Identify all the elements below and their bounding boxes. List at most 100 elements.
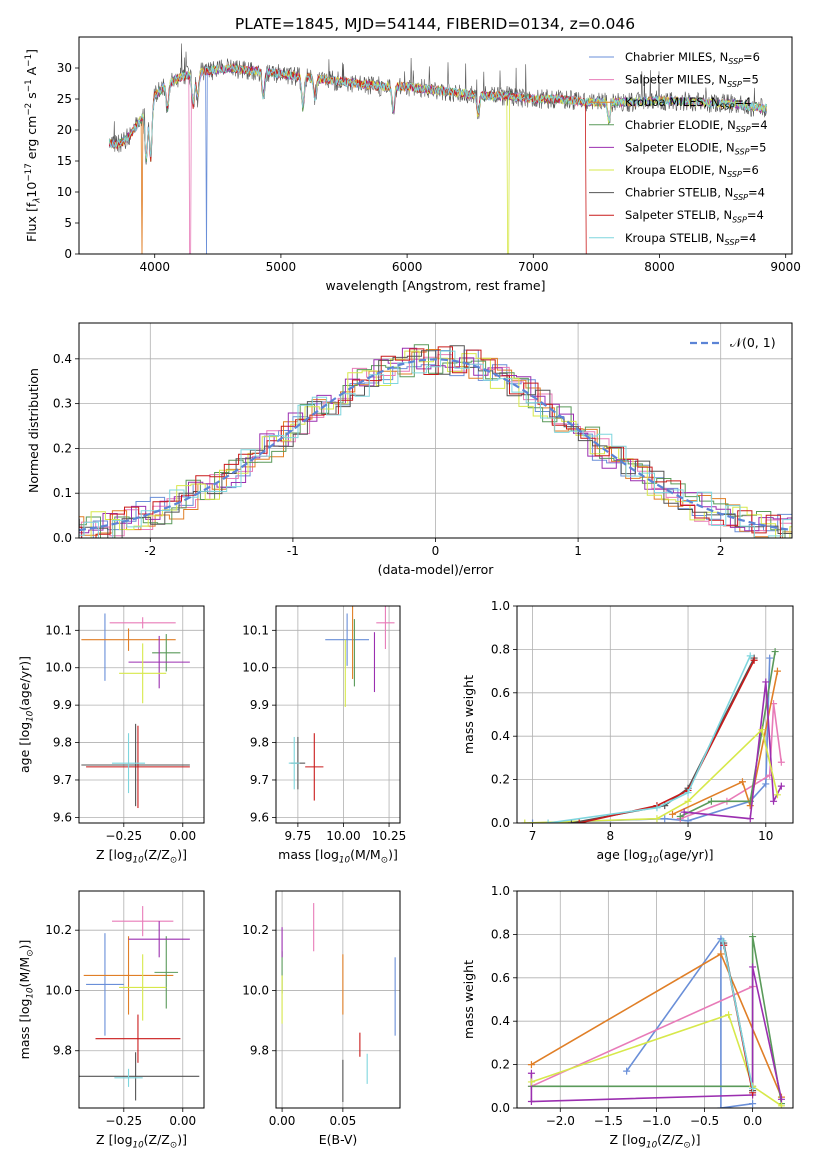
error-bar-point <box>109 617 176 629</box>
mass-weight-marker <box>746 652 754 660</box>
legend-label: Salpeter ELODIE, NSSP​=5 <box>625 140 766 156</box>
y-tick-label: 9.8 <box>53 1044 72 1058</box>
y-tick-label: 9.8 <box>250 1044 269 1058</box>
x-tick-label: 8000 <box>644 260 675 274</box>
y-tick-label: 10.0 <box>45 661 72 675</box>
mass-weight-marker <box>758 726 766 734</box>
axes-age_vs_mass: 9.75 10.00 10.25 9.6 9.7 9.8 9.9 10.0 10.1 mass [… <box>242 605 406 866</box>
x-axis-label: Z [log10​(Z/Z⊙​)] <box>610 1132 701 1151</box>
spectrum-line <box>108 64 767 159</box>
mass-weight-marker <box>653 804 661 812</box>
x-tick-label: 7000 <box>518 260 549 274</box>
axes-residuals: -2 -1 0 1 2 0.0 0.1 0.2 0.3 0.4 (data-model)/error… <box>26 322 793 577</box>
x-tick-label: -2 <box>144 544 156 558</box>
axes-spectrum: 4000 5000 6000 7000 8000 9000 0 5 10 15 20 25 30 wave… <box>24 36 801 293</box>
mass-weight-marker <box>529 819 537 823</box>
y-tick-label: 9.7 <box>53 773 72 787</box>
error-bar-point <box>112 733 146 794</box>
histogram-step <box>79 345 792 538</box>
error-bar-point <box>86 725 190 809</box>
mass-weight-marker <box>749 1100 757 1108</box>
y-tick-label: 30 <box>57 61 72 75</box>
x-tick-label: 10.00 <box>326 829 360 843</box>
axes-frame <box>78 36 793 255</box>
y-tick-label: 0.6 <box>491 686 510 700</box>
x-tick-label: −0.25 <box>105 829 142 843</box>
error-bar-point <box>376 606 395 650</box>
mass-weight-marker <box>684 789 692 797</box>
axes-mass_vs_Z: −0.25 0.00 9.8 10.0 10.2 Z [log10​(Z/Z⊙​)] mas… <box>17 890 205 1151</box>
legend-label: Salpeter MILES, NSSP​=5 <box>625 73 759 89</box>
x-tick-label: 7 <box>529 829 537 843</box>
mass-weight-marker <box>567 819 575 823</box>
y-tick-label: 10.1 <box>242 623 269 637</box>
mass-weight-marker <box>623 1067 631 1075</box>
error-bar-point <box>95 1014 181 1063</box>
legend-label: Kroupa MILES, NSSP​=4 <box>625 95 751 111</box>
y-tick-label: 10.2 <box>45 923 72 937</box>
mass-weight-marker <box>771 648 779 656</box>
y-tick-label: 0.0 <box>491 1101 510 1115</box>
mass-weight-marker <box>527 1061 535 1069</box>
x-axis-label: (data-model)/error <box>378 562 495 577</box>
y-tick-label: 0.4 <box>491 1014 510 1028</box>
y-axis-label: Flux [fλ​10−17​ erg cm−2​ s−1​ A−1​] <box>24 49 43 242</box>
error-bar-point <box>128 921 190 958</box>
histogram-step <box>79 354 792 538</box>
x-tick-label: 9.75 <box>285 829 312 843</box>
mass-weight-marker <box>521 819 529 823</box>
plot-area-massweight_vs_age <box>521 648 785 823</box>
mass-weight-marker <box>749 1084 757 1092</box>
mass-weight-marker <box>738 778 746 786</box>
y-tick-label: 0.1 <box>53 486 72 500</box>
mass-weight-marker <box>746 815 754 823</box>
legend-label: Chabrier STELIB, NSSP​=4 <box>625 186 765 202</box>
y-tick-label: 0.8 <box>491 927 510 941</box>
x-tick-label: 9000 <box>770 260 801 274</box>
legend-label: Kroupa ELODIE, NSSP​=6 <box>625 163 759 179</box>
axes-frame <box>516 605 794 824</box>
y-tick-label: 9.9 <box>250 698 269 712</box>
axes-massweight_vs_Z: −2.0 −1.5 −1.0 −0.5 0.0 0.0 0.2 0.4 0.6 0.8 1.0 Z [… <box>461 884 794 1151</box>
mass-weight-marker <box>707 797 715 805</box>
mass-weight-marker <box>668 810 676 818</box>
mass-weight-marker <box>719 937 727 945</box>
mass-weight-line <box>579 659 755 823</box>
plot-area-massweight_vs_Z <box>527 933 785 1108</box>
error-bar-point <box>152 634 181 672</box>
x-tick-label: -1 <box>287 544 299 558</box>
histogram-step <box>79 350 792 538</box>
x-axis-label: E(B-V) <box>319 1132 358 1147</box>
y-tick-label: 15 <box>57 154 72 168</box>
mass-weight-marker <box>777 782 785 790</box>
y-tick-label: 25 <box>57 92 72 106</box>
y-tick-label: 10.0 <box>45 983 72 997</box>
x-tick-label: 5000 <box>266 260 297 274</box>
axes-massweight_vs_age: 7 8 9 10 0.0 0.2 0.4 0.6 0.8 1.0 age [log10​(age/y… <box>461 599 794 866</box>
error-bar-point <box>83 936 174 1015</box>
mass-weight-marker <box>575 819 583 823</box>
error-bar-point <box>288 736 300 790</box>
axes-frame <box>78 605 205 824</box>
axes-mass_vs_EBV: 0.00 0.05 9.8 10.0 10.2 E(B-V) <box>242 890 401 1147</box>
histogram-step <box>79 349 792 538</box>
y-tick-label: 0.2 <box>491 773 510 787</box>
plots-layer: 4000 5000 6000 7000 8000 9000051015202530wave… <box>17 36 801 1151</box>
error-bar-point <box>305 733 324 801</box>
y-tick-label: 0.8 <box>491 642 510 656</box>
y-axis-label: mass weight <box>461 960 476 1039</box>
y-tick-label: 0.2 <box>491 1058 510 1072</box>
y-tick-label: 0 <box>64 247 72 261</box>
mass-weight-line <box>547 655 751 823</box>
x-tick-label: 10 <box>758 829 773 843</box>
error-bar-point <box>86 933 124 1036</box>
x-tick-label: 1 <box>574 544 582 558</box>
x-axis-label: age [log10​(age/yr)] <box>596 847 713 866</box>
y-tick-label: 0.4 <box>491 729 510 743</box>
y-tick-label: 9.7 <box>250 773 269 787</box>
mass-weight-marker <box>680 808 688 816</box>
mass-weight-marker <box>773 667 781 675</box>
x-axis-label: Z [log10​(Z/Z⊙​)] <box>96 847 187 866</box>
y-tick-label: 5 <box>64 216 72 230</box>
x-tick-label: 4000 <box>139 260 170 274</box>
